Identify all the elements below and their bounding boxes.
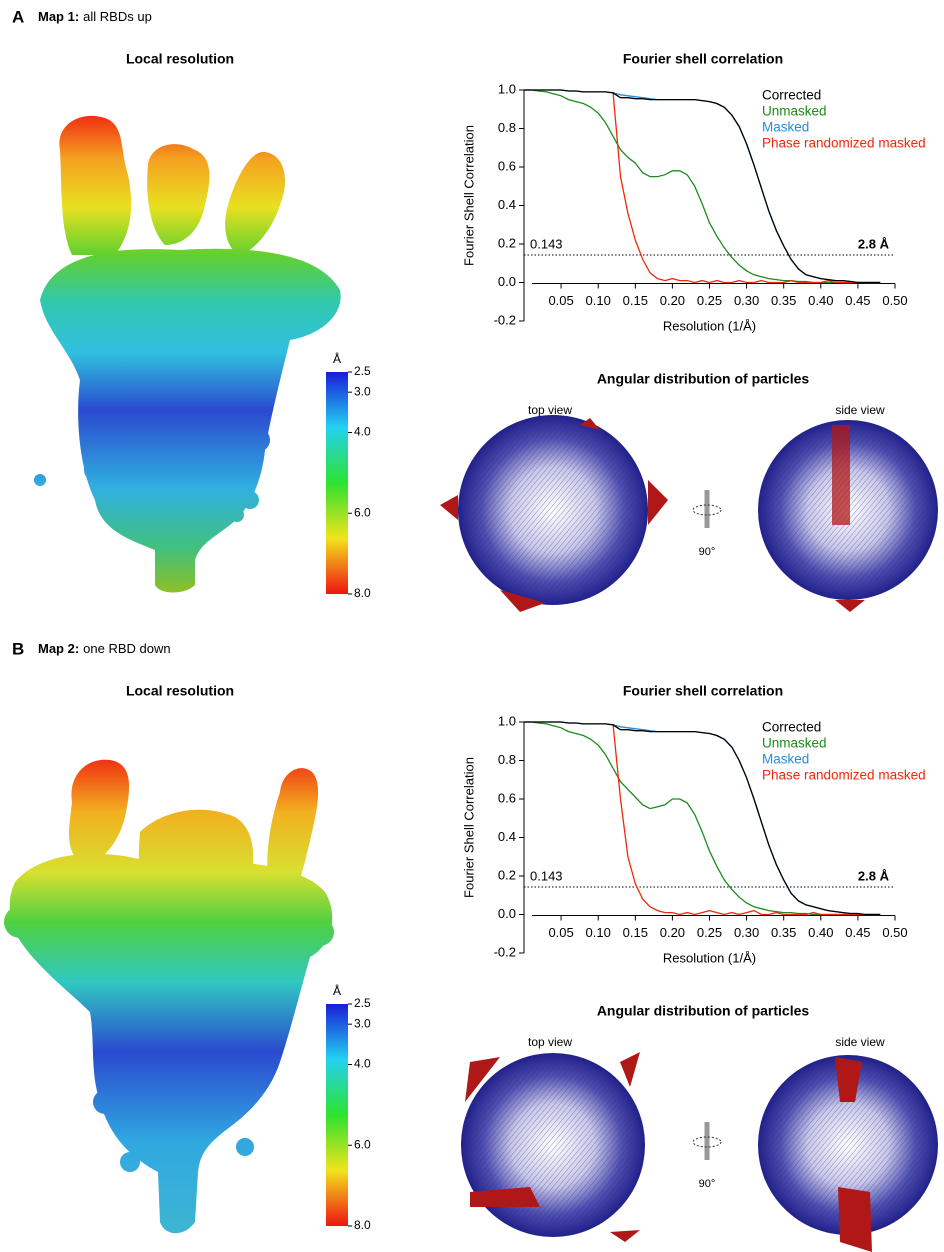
x-tick-label: 0.20 (660, 293, 685, 308)
threshold-label: 0.143 (530, 236, 563, 251)
y-axis-label: Fourier Shell Correlation (461, 125, 476, 266)
rotation-label: 90° (699, 1178, 716, 1190)
rotation-label: 90° (699, 546, 716, 558)
x-tick-label: 0.25 (697, 925, 722, 940)
chart-title: Fourier shell correlation (623, 683, 783, 699)
legend-entry: Corrected (762, 720, 821, 735)
y-tick-label: 0.2 (498, 867, 516, 882)
x-tick-label: 0.15 (623, 925, 648, 940)
x-tick-label: 0.40 (808, 293, 833, 308)
colorbar-tick-label: 8.0 (354, 586, 371, 600)
x-tick-label: 0.40 (808, 925, 833, 940)
view-label: side view (835, 403, 885, 417)
section-title: Local resolution (126, 51, 234, 67)
fsc-line (612, 723, 881, 916)
x-tick-label: 0.45 (845, 925, 870, 940)
y-tick-label: 0.4 (498, 829, 516, 844)
section-title: Angular distribution of particles (597, 371, 810, 387)
panel-label: B (12, 639, 24, 658)
legend-entry: Masked (762, 752, 809, 767)
colorbar-tick-label: 6.0 (354, 1137, 371, 1151)
y-tick-label: 0.8 (498, 120, 516, 135)
heading-rest: one RBD down (83, 641, 170, 656)
chart-title: Fourier shell correlation (623, 51, 783, 67)
x-tick-label: 0.05 (548, 925, 573, 940)
x-tick-label: 0.05 (548, 293, 573, 308)
fsc-line (524, 89, 881, 284)
panel-label: A (12, 7, 24, 26)
x-tick-label: 0.20 (660, 925, 685, 940)
heading-rest: all RBDs up (83, 9, 152, 24)
fsc-line (524, 89, 881, 284)
colorbar-tick-label: 2.5 (354, 996, 371, 1010)
colorbar (326, 372, 348, 594)
x-tick-label: 0.10 (586, 925, 611, 940)
x-tick-label: 0.15 (623, 293, 648, 308)
colorbar-tick-label: 2.5 (354, 364, 371, 378)
x-tick-label: 0.30 (734, 925, 759, 940)
legend-entry: Phase randomized masked (762, 768, 926, 783)
y-tick-label: -0.2 (494, 944, 516, 959)
x-axis-label: Resolution (1/Å) (663, 950, 756, 965)
colorbar (326, 1004, 348, 1226)
x-tick-label: 0.50 (882, 293, 907, 308)
x-tick-label: 0.25 (697, 293, 722, 308)
colorbar-tick-label: 3.0 (354, 384, 371, 398)
heading-bold: Map 1: (38, 9, 79, 24)
x-axis-label: Resolution (1/Å) (663, 318, 756, 333)
legend-entry: Unmasked (762, 104, 827, 119)
density-map (4, 759, 334, 1234)
colorbar-tick-label: 4.0 (354, 425, 371, 439)
section-title: Local resolution (126, 683, 234, 699)
y-tick-label: 0.2 (498, 235, 516, 250)
colorbar-unit: Å (333, 983, 341, 998)
heading-bold: Map 2: (38, 641, 79, 656)
view-label: side view (835, 1035, 885, 1049)
legend-entry: Masked (762, 120, 809, 135)
legend-entry: Corrected (762, 88, 821, 103)
x-tick-label: 0.35 (771, 293, 796, 308)
colorbar-unit: Å (333, 351, 341, 366)
y-tick-label: 0.8 (498, 752, 516, 767)
resolution-label: 2.8 Å (858, 868, 890, 883)
y-tick-label: 0.4 (498, 197, 516, 212)
section-title: Angular distribution of particles (597, 1003, 810, 1019)
fsc-line (524, 721, 881, 916)
fsc-line (524, 721, 881, 916)
panel-heading: Map 1: all RBDs up (38, 9, 152, 24)
x-tick-label: 0.50 (882, 925, 907, 940)
y-tick-label: 0.0 (498, 274, 516, 289)
y-tick-label: -0.2 (494, 312, 516, 327)
legend-entry: Phase randomized masked (762, 136, 926, 151)
fsc-line (524, 89, 881, 284)
x-tick-label: 0.45 (845, 293, 870, 308)
y-tick-label: 1.0 (498, 81, 516, 96)
x-tick-label: 0.35 (771, 925, 796, 940)
panel-heading: Map 2: one RBD down (38, 641, 171, 656)
y-tick-label: 0.0 (498, 906, 516, 921)
legend-entry: Unmasked (762, 736, 827, 751)
density-map (34, 115, 341, 593)
colorbar-tick-label: 6.0 (354, 505, 371, 519)
colorbar-tick-label: 3.0 (354, 1016, 371, 1030)
threshold-label: 0.143 (530, 868, 563, 883)
y-axis-label: Fourier Shell Correlation (461, 757, 476, 898)
x-tick-label: 0.30 (734, 293, 759, 308)
y-tick-label: 0.6 (498, 790, 516, 805)
angular-distribution (440, 415, 938, 1252)
rotation-icon (692, 490, 722, 1160)
view-label: top view (528, 403, 572, 417)
y-tick-label: 1.0 (498, 713, 516, 728)
colorbar-tick-label: 8.0 (354, 1218, 371, 1232)
fsc-line (612, 91, 881, 284)
fsc-line (524, 721, 881, 916)
resolution-label: 2.8 Å (858, 236, 890, 251)
y-tick-label: 0.6 (498, 158, 516, 173)
view-label: top view (528, 1035, 572, 1049)
x-tick-label: 0.10 (586, 293, 611, 308)
colorbar-tick-label: 4.0 (354, 1057, 371, 1071)
